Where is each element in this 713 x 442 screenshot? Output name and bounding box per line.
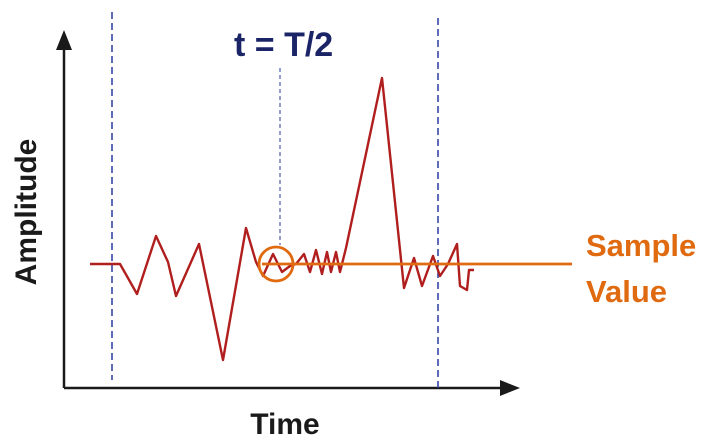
sample-value-label-line1: Sample <box>586 228 696 263</box>
center-time-label: t = T/2 <box>234 26 333 64</box>
y-axis-arrow-icon <box>56 30 72 50</box>
x-axis-label: Time <box>250 408 319 441</box>
sample-point-circle <box>257 245 295 283</box>
y-axis-label: Amplitude <box>10 139 43 286</box>
sample-value-label-line2: Value <box>586 274 667 309</box>
x-axis-arrow-icon <box>500 380 520 396</box>
signal-waveform <box>90 76 474 362</box>
